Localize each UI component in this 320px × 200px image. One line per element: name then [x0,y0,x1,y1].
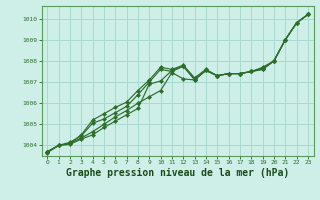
X-axis label: Graphe pression niveau de la mer (hPa): Graphe pression niveau de la mer (hPa) [66,168,289,178]
